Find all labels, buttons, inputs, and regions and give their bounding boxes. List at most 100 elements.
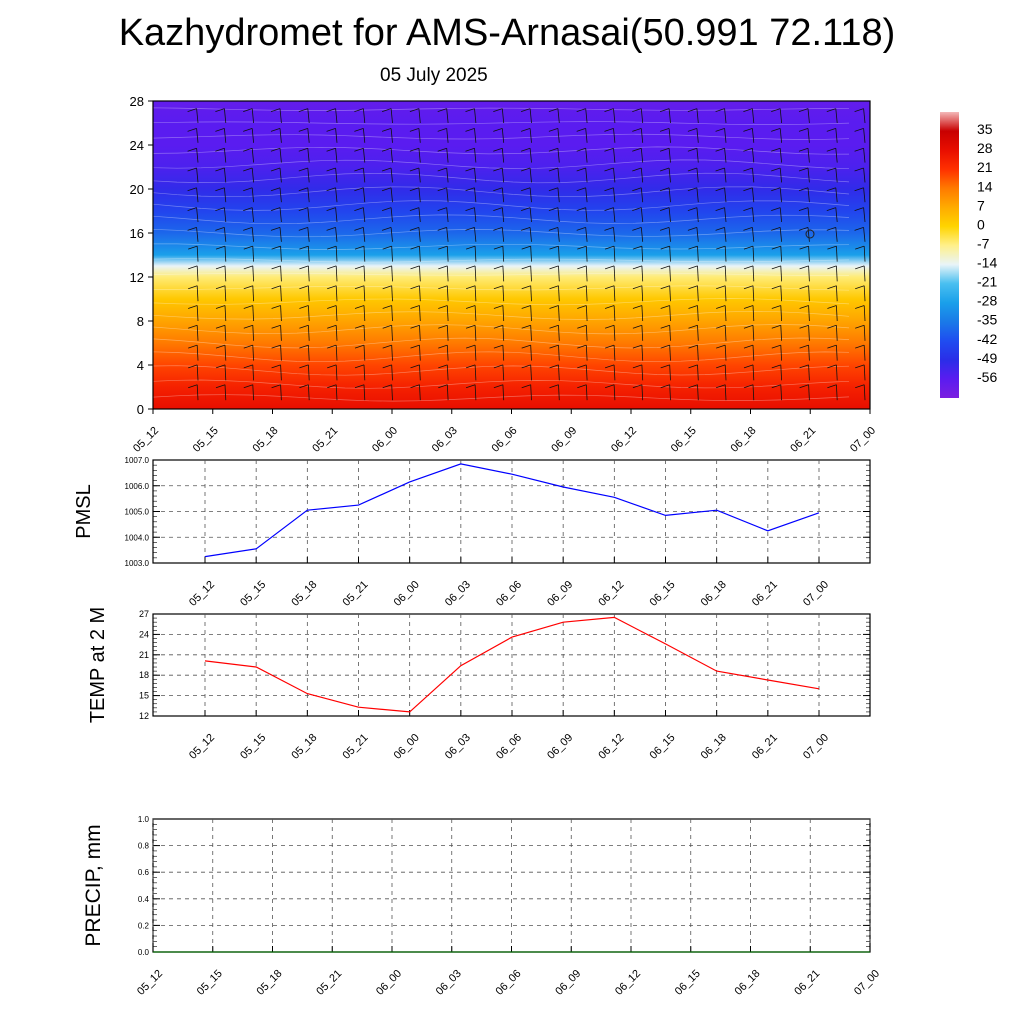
wind-barb — [585, 305, 588, 322]
wind-barb-flag — [632, 245, 643, 250]
wind-barb — [613, 364, 616, 381]
wind-barb — [724, 148, 727, 163]
wind-barb — [668, 207, 671, 223]
wind-barb-flag — [632, 128, 642, 132]
wind-barb-flag — [771, 384, 781, 389]
wind-barb — [196, 108, 199, 124]
wind-barb-flag — [632, 265, 643, 270]
wind-barb-flag — [855, 285, 865, 290]
wind-barb — [335, 384, 338, 401]
wind-barb — [335, 325, 338, 341]
wind-barb-flag — [688, 285, 698, 290]
wind-barb-flag — [409, 128, 420, 132]
wind-barb — [808, 325, 810, 341]
wind-barb — [501, 207, 505, 223]
wind-barb — [419, 305, 421, 322]
wind-barb-flag — [243, 285, 253, 290]
wind-barb — [501, 227, 505, 242]
wind-barb — [474, 285, 477, 302]
colorbar-bar — [940, 112, 959, 398]
wind-barb — [530, 285, 532, 302]
x-tick-label: 06_15 — [669, 425, 699, 455]
wind-barb-flag — [410, 285, 420, 290]
wind-barb-flag — [327, 384, 337, 389]
wind-barb-flag — [493, 147, 503, 152]
wind-barb — [780, 325, 782, 341]
wind-barb — [446, 227, 449, 242]
contour-line — [153, 243, 850, 250]
wind-barb — [613, 207, 616, 223]
wind-barb-flag — [381, 108, 392, 112]
wind-barb — [474, 305, 477, 322]
colorbar-label: 0 — [977, 216, 985, 232]
wind-barb — [780, 305, 782, 322]
y-tick-label: 1.0 — [138, 815, 150, 824]
wind-barb-flag — [771, 187, 781, 192]
wind-barb — [668, 187, 671, 203]
contour-line — [153, 394, 850, 402]
x-tick-label: 05_15 — [191, 425, 221, 455]
wind-barb — [668, 128, 671, 143]
wind-barb — [251, 207, 254, 223]
wind-barb — [196, 207, 199, 223]
wind-barb — [530, 364, 532, 381]
contour-line — [153, 133, 850, 140]
wind-barb-flag — [438, 384, 448, 389]
wind-barb-flag — [604, 187, 614, 192]
wind-barb — [724, 285, 727, 302]
wind-barb — [474, 384, 477, 401]
y-tick-label: 0.0 — [138, 948, 150, 957]
y-axis-title: PRECIP, mm — [82, 824, 105, 946]
wind-barb-flag — [688, 384, 698, 389]
x-tick-label: 06_12 — [613, 968, 643, 998]
y-tick-label: 12 — [130, 270, 144, 285]
x-tick-label: 06_00 — [370, 425, 400, 455]
y-tick-label: 24 — [130, 138, 144, 153]
wind-barb — [641, 246, 644, 262]
wind-barb — [752, 128, 755, 143]
wind-barb — [280, 325, 282, 341]
wind-barb — [196, 325, 199, 341]
wind-barb — [501, 108, 505, 124]
wind-barb-flag — [354, 305, 365, 309]
y-tick-label: 4 — [137, 358, 144, 373]
wind-barb — [501, 167, 505, 183]
wind-barb — [863, 325, 866, 341]
wind-barb — [224, 305, 227, 322]
wind-barb — [446, 167, 449, 183]
wind-barb — [446, 187, 449, 203]
wind-barb-flag — [604, 245, 615, 250]
y-tick-label: 1005.0 — [125, 508, 150, 517]
wind-barb — [530, 265, 532, 282]
wind-barb — [252, 345, 254, 361]
wind-barb-flag — [215, 384, 226, 389]
wind-barb — [863, 265, 866, 282]
wind-barb — [724, 207, 727, 223]
wind-barb — [585, 108, 588, 124]
wind-barb-flag — [688, 324, 698, 329]
wind-barb — [613, 345, 616, 361]
wind-barb-flag — [826, 227, 836, 231]
wind-barb-flag — [187, 128, 197, 132]
wind-barb — [390, 167, 393, 183]
wind-barb-flag — [659, 227, 670, 231]
y-tick-label: 0.6 — [138, 868, 150, 877]
wind-barb-flag — [298, 128, 308, 132]
wind-barb — [752, 345, 755, 361]
wind-barb-flag — [743, 285, 754, 290]
wind-barb — [558, 305, 560, 322]
wind-barb — [335, 128, 338, 143]
wind-barb — [252, 384, 254, 401]
wind-barb-flag — [354, 265, 365, 270]
wind-barb-flag — [715, 167, 725, 172]
y-tick-label: 0.8 — [138, 842, 150, 851]
wind-barb-flag — [520, 167, 531, 172]
x-tick-label: 05_21 — [310, 425, 340, 455]
wind-barb-flag — [354, 207, 364, 211]
wind-barb-flag — [688, 344, 698, 349]
wind-barb-flag — [188, 344, 198, 349]
chart-subtitle: 05 July 2025 — [380, 65, 488, 86]
wind-barb — [363, 305, 366, 322]
wind-barb — [530, 325, 532, 341]
wind-barb-flag — [215, 187, 225, 192]
